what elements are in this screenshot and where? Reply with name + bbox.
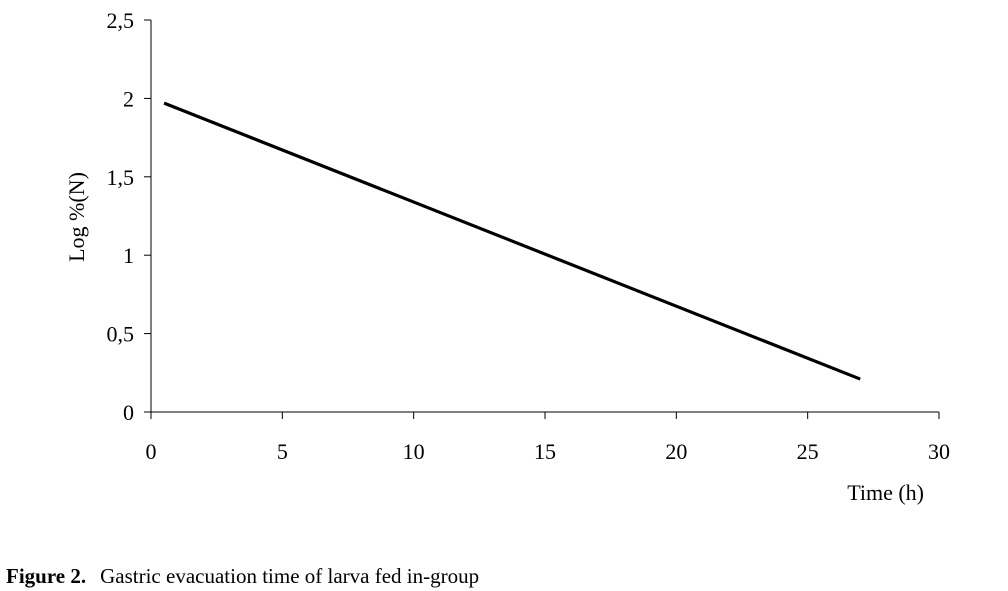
series: [163, 101, 861, 381]
y-tick-label: 2,5: [107, 8, 135, 33]
chart: 0 5 10 15 20 25 30 0 0,5 1 1,5 2 2,5 Log %(N) Time (…: [64, 8, 951, 505]
x-tick-label: 25: [797, 439, 819, 464]
figure-caption-text: Gastric evacuation time of larva fed in-…: [100, 564, 480, 588]
figure-caption: Figure 2. Gastric evacuation time of larv…: [6, 564, 479, 589]
x-tick-label: 0: [146, 439, 157, 464]
x-tick-label: 15: [534, 439, 556, 464]
x-tick-label: 20: [665, 439, 687, 464]
axes: [150, 20, 939, 413]
x-tick-label: 10: [403, 439, 425, 464]
series-line: [163, 101, 861, 381]
x-tick-label: 30: [928, 439, 950, 464]
x-axis-label: Time (h): [847, 480, 924, 505]
x-tick-label: 5: [277, 439, 288, 464]
y-tick-label: 1: [123, 243, 134, 268]
y-tick-label: 1,5: [107, 165, 135, 190]
y-axis-label: Log %(N): [64, 172, 89, 262]
y-tick-label: 0: [123, 400, 134, 425]
figure-caption-label: Figure 2.: [6, 564, 87, 588]
y-tick-label: 2: [123, 86, 134, 111]
ticks: 0 5 10 15 20 25 30 0 0,5 1 1,5 2 2,5: [107, 8, 951, 464]
y-tick-label: 0,5: [107, 322, 135, 347]
